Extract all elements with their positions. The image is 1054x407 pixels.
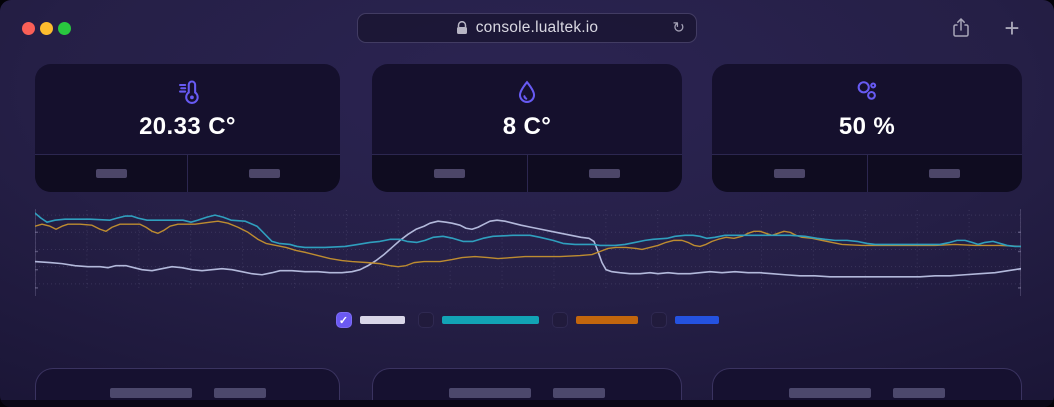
skeleton-bar — [109, 388, 192, 398]
skeleton-bar — [589, 169, 621, 178]
metric-card-humidity: 50 % — [712, 64, 1022, 192]
traffic-light-zoom[interactable] — [58, 22, 71, 35]
legend-checkbox-checked[interactable]: ✓ — [335, 312, 352, 328]
skeleton-bar — [893, 388, 945, 398]
droplet-icon — [512, 77, 542, 112]
legend-color-bar — [359, 316, 405, 324]
share-button[interactable] — [946, 13, 976, 43]
series-white — [35, 219, 1021, 278]
new-tab-button[interactable]: + — [1004, 13, 1020, 43]
metric-card-footer — [372, 154, 682, 192]
legend-checkbox[interactable] — [650, 312, 667, 328]
legend-color-bar — [575, 316, 638, 324]
bubbles-icon — [852, 77, 882, 112]
legend-checkbox[interactable] — [417, 312, 434, 328]
reload-button[interactable]: ↻ — [672, 19, 685, 37]
skeleton-bar — [789, 388, 871, 398]
legend-item-1 — [417, 312, 539, 328]
metric-card-footer — [712, 154, 1022, 192]
window-bottom-edge — [0, 400, 1054, 407]
sensor-line-chart — [35, 206, 1021, 298]
browser-header: console.lualtek.io ↻ + — [0, 0, 1054, 56]
thermometer-icon — [173, 77, 203, 112]
legend-checkbox[interactable] — [551, 312, 568, 328]
traffic-light-close[interactable] — [22, 22, 35, 35]
skeleton-bar — [433, 169, 465, 178]
metric-card-temperature: 20.33 C° — [35, 64, 340, 192]
metric-card-secondary-temperature: 8 C° — [372, 64, 682, 192]
series-teal — [35, 212, 1021, 249]
legend-item-2 — [551, 312, 638, 328]
address-bar[interactable]: console.lualtek.io ↻ — [357, 13, 697, 43]
metric-card-footer — [35, 154, 340, 192]
metric-value-humidity: 50 % — [838, 113, 896, 140]
series-orange — [35, 220, 1021, 268]
legend-item-3 — [650, 312, 719, 328]
skeleton-bar — [213, 388, 266, 398]
chart-legend: ✓ — [0, 312, 1054, 328]
metric-value-secondary-temperature: 8 C° — [502, 113, 552, 140]
skeleton-bar — [449, 388, 531, 398]
traffic-light-minimize[interactable] — [40, 22, 53, 35]
skeleton-bar — [553, 388, 605, 398]
skeleton-bar — [95, 169, 127, 178]
url-text: console.lualtek.io — [475, 19, 599, 36]
skeleton-bar — [929, 169, 961, 178]
legend-color-bar — [674, 316, 719, 324]
skeleton-bar — [248, 169, 280, 178]
legend-item-0: ✓ — [335, 312, 405, 328]
skeleton-bar — [773, 169, 805, 178]
lock-icon — [456, 21, 468, 35]
legend-color-bar — [441, 316, 539, 324]
metric-value-temperature: 20.33 C° — [139, 113, 236, 140]
